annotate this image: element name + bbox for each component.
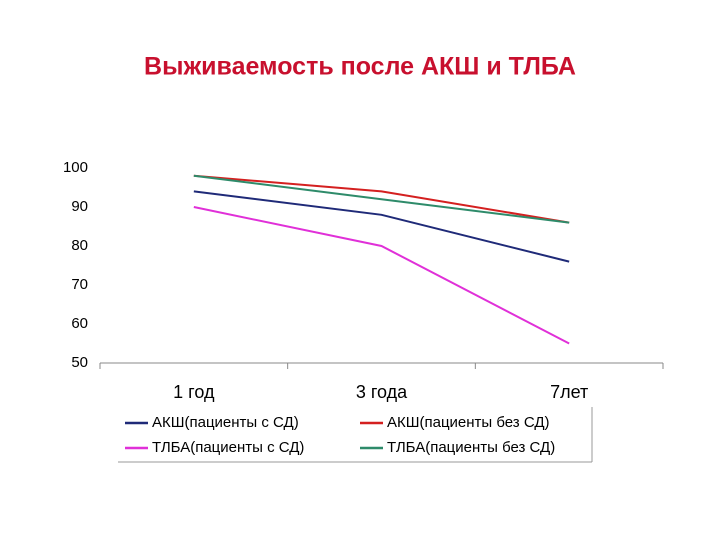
y-tick-label: 100	[63, 159, 88, 176]
legend-label: ТЛБА(пациенты без СД)	[387, 439, 555, 456]
y-tick-label: 90	[71, 198, 88, 215]
x-tick-label: 3 года	[356, 382, 408, 402]
y-tick-label: 50	[71, 354, 88, 371]
series-line	[193, 206, 570, 345]
x-tick-label: 7лет	[550, 382, 588, 402]
series-line	[193, 174, 570, 224]
series-line	[193, 190, 570, 263]
series-line	[193, 174, 570, 224]
legend-label: ТЛБА(пациенты с СД)	[152, 439, 304, 456]
chart-title: Выживаемость после АКШ и ТЛБА	[144, 53, 576, 81]
y-tick-label: 70	[71, 276, 88, 293]
x-tick-label: 1 год	[173, 382, 215, 402]
y-tick-label: 60	[71, 315, 88, 332]
legend-label: АКШ(пациенты с СД)	[152, 414, 299, 431]
y-tick-label: 80	[71, 237, 88, 254]
legend-label: АКШ(пациенты без СД)	[387, 414, 550, 431]
